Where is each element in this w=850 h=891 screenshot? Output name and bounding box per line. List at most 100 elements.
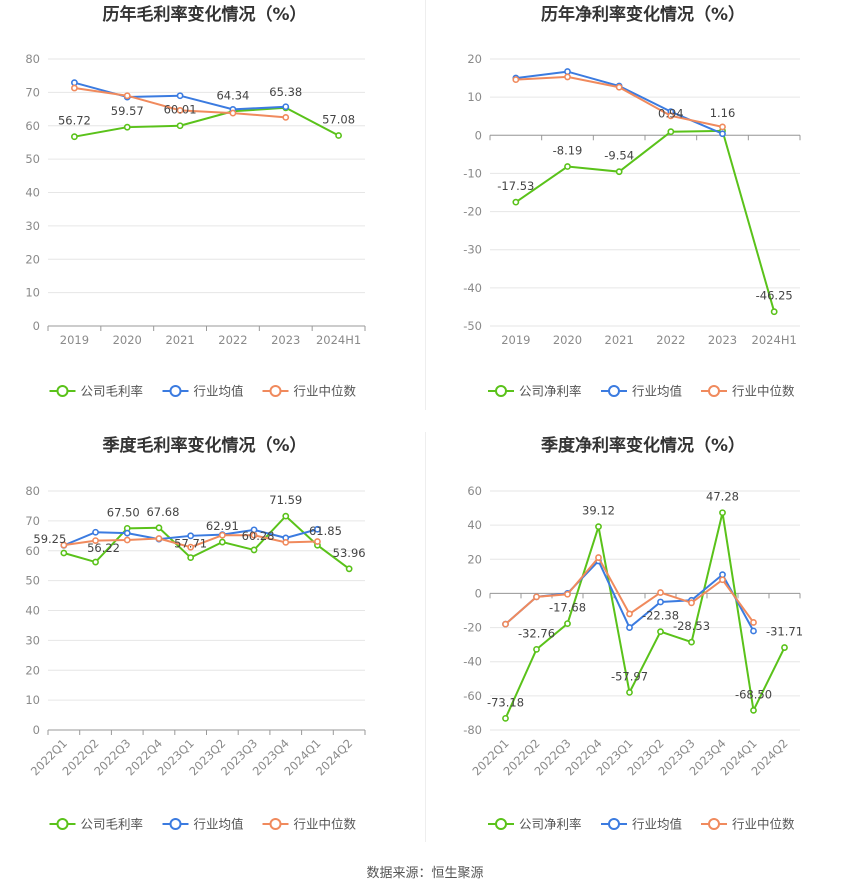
data-point-avg [123,529,131,537]
data-point-median [533,593,540,601]
data-label: 57.08 [322,112,355,126]
y-tick-label: 40 [25,186,40,200]
legend-swatch-marker [56,385,69,397]
data-label: 65.38 [269,85,302,99]
legend-item-median[interactable]: 行业中位数 [262,384,357,399]
data-point-median [250,531,258,539]
data-point-company [615,168,623,176]
data-point-company [626,688,633,696]
legend-label: 行业中位数 [294,817,357,832]
legend-item-company[interactable]: 公司毛利率 [49,384,144,399]
chart-panel-annual-net-margin: 历年净利率变化情况（%） -50 -40 -30 -20 -10 0 10 20 2019 2020… [425,0,850,430]
legend-item-company[interactable]: 公司净利率 [488,384,582,399]
y-tick-label: -60 [463,689,482,703]
legend-swatch-marker [269,818,282,830]
data-label: 71.59 [269,493,302,507]
data-point-median [187,543,195,551]
data-point-median [626,610,633,618]
y-tick-label: 0 [33,319,40,333]
y-tick-label: 20 [25,252,40,266]
data-point-median [667,112,675,120]
y-tick-label: 0 [33,723,40,737]
y-tick-label: 50 [25,152,40,166]
legend-item-company[interactable]: 公司毛利率 [49,817,144,832]
data-point-company [502,714,509,722]
data-point-median [123,536,131,544]
data-label: 67.50 [107,505,140,519]
data-point-median [615,83,623,91]
data-point-median [564,590,571,598]
legend-label: 行业中位数 [294,384,357,399]
data-point-company [123,123,131,131]
chart-quarterly-net-margin: 季度净利率变化情况（%）-80-60-40-2002040602022Q1202… [463,435,803,832]
legend-item-median[interactable]: 行业中位数 [701,817,795,832]
legend-label: 行业中位数 [732,384,795,399]
y-tick-label: 0 [475,128,482,142]
data-point-company [512,198,520,206]
legend-item-median[interactable]: 行业中位数 [701,384,795,399]
data-label: 62.91 [206,519,239,533]
legend-item-avg[interactable]: 行业均值 [601,817,682,832]
data-point-median [123,92,131,100]
chart-panel-quarterly-gross-margin: 季度毛利率变化情况（%） 0 10 20 30 40 50 60 70 80 2022Q1 2022Q… [0,430,425,860]
chart-title: 历年毛利率变化情况（%） [102,4,306,25]
data-point-company [282,512,290,520]
chart-panel-quarterly-net-margin: 季度净利率变化情况（%） -80 -60 -40 -20 0 20 40 60 2022Q1 202… [425,430,850,860]
data-point-median [750,619,757,626]
data-point-avg [282,103,290,111]
y-tick-label: 50 [25,574,40,588]
data-point-company [335,132,342,139]
x-tick-label: 2024H1 [316,333,361,347]
y-tick-label: 60 [25,544,40,558]
series-line-company [515,129,776,312]
data-point-company [667,128,675,136]
x-tick-label: 2022 [656,333,685,347]
data-point-median [155,535,163,542]
chart-quarterly-gross-margin: 季度毛利率变化情况（%）010203040506070802022Q12022Q… [25,435,365,832]
y-tick-label: 20 [25,663,40,677]
legend-item-company[interactable]: 公司净利率 [488,817,582,832]
data-label: -32.76 [518,626,555,640]
legend-label: 公司净利率 [519,817,582,832]
legend-swatch-marker [56,818,69,830]
divider-vertical [425,0,426,410]
legend-item-median[interactable]: 行业中位数 [262,817,357,832]
data-label: 59.57 [111,104,144,118]
legend-item-avg[interactable]: 行业均值 [162,384,244,399]
y-tick-label: 30 [25,219,40,233]
legend-swatch-marker [608,385,620,397]
data-label: 56.72 [58,114,91,128]
data-point-median [719,123,726,131]
data-point-company [564,620,571,628]
legend-label: 行业均值 [632,817,682,832]
data-point-median [92,537,99,544]
data-label: -73.18 [487,695,524,709]
data-point-company [750,706,757,714]
data-label: 47.28 [706,490,739,504]
series-line-company [504,512,786,719]
data-point-avg [187,532,195,540]
data-point-company [657,628,664,636]
legend-item-avg[interactable]: 行业均值 [162,817,244,832]
data-point-avg [750,627,757,635]
legend-label: 行业均值 [194,817,244,832]
data-point-avg [176,92,184,100]
y-tick-label: -10 [463,166,482,180]
data-point-median [512,76,520,83]
data-label: 1.16 [710,106,736,120]
legend-item-avg[interactable]: 行业均值 [601,384,682,399]
data-point-median [688,599,695,607]
x-tick-label: 2020 [113,333,142,347]
data-point-avg [92,528,99,536]
data-point-avg [719,130,726,138]
data-label: -8.19 [553,144,583,158]
y-tick-label: -40 [463,281,482,295]
chart-title: 季度毛利率变化情况（%） [102,435,306,456]
legend-label: 公司毛利率 [81,817,144,832]
legend-swatch-marker [169,818,182,830]
data-point-company [719,509,726,517]
y-tick-label: 10 [25,286,40,300]
x-tick-label: 2021 [165,333,194,347]
data-point-company [595,523,602,531]
data-point-median [71,84,78,92]
